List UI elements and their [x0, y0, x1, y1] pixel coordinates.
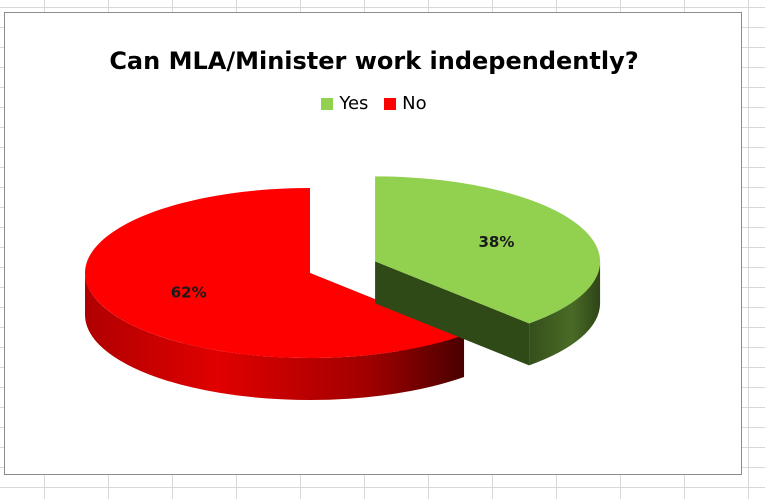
slice-top-no	[84, 188, 465, 358]
legend-entry-yes: Yes	[321, 93, 368, 114]
chart-area[interactable]: Can MLA/Minister work independently? Yes…	[4, 12, 742, 475]
legend-swatch-yes	[321, 97, 334, 110]
legend-label-no: No	[402, 93, 427, 114]
slice-label-yes: 38%	[478, 233, 514, 251]
legend-entry-no: No	[384, 93, 427, 114]
legend-swatch-no	[384, 97, 397, 110]
slice-wall-end-yes	[375, 261, 530, 366]
legend-label-yes: Yes	[339, 93, 369, 114]
chart-title: Can MLA/Minister work independently?	[109, 47, 639, 75]
slice-side-no	[85, 273, 465, 401]
slice-top-yes	[375, 176, 601, 324]
slice-label-no: 62%	[171, 283, 207, 301]
slice-side-yes	[529, 261, 601, 366]
pie-chart-plot: 38% 62%	[84, 176, 601, 401]
chart-legend: Yes No	[5, 93, 743, 115]
pie-slices	[84, 176, 601, 401]
